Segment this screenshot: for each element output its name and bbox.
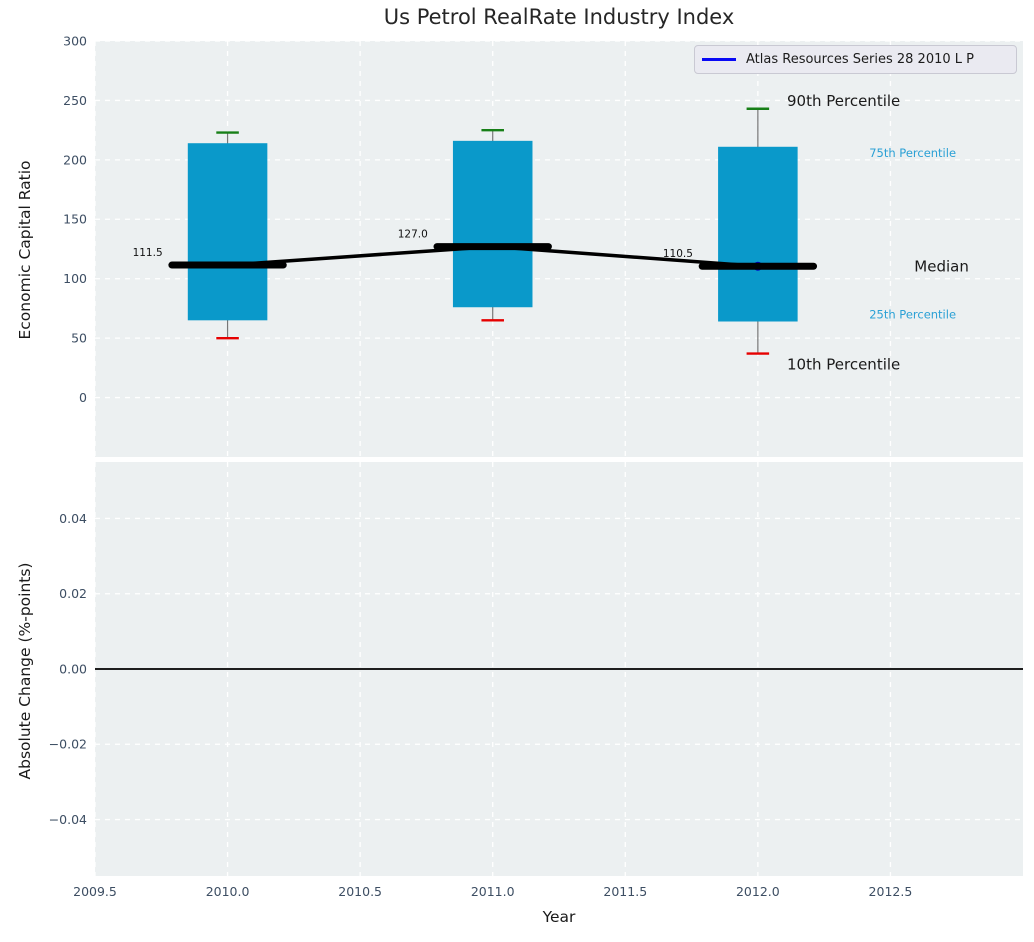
y-tick-label: 0.02 bbox=[59, 586, 87, 601]
y-tick-label: 0.04 bbox=[59, 511, 87, 526]
y-tick-label: 100 bbox=[63, 271, 87, 286]
bottom-plot-area bbox=[95, 462, 1023, 876]
y-tick-label: 300 bbox=[63, 33, 87, 48]
bottom-y-axis-label: Absolute Change (%-points) bbox=[16, 562, 34, 780]
y-tick-label: −0.02 bbox=[49, 737, 87, 752]
x-tick-label: 2010.0 bbox=[206, 884, 250, 899]
top-y-axis-label: Economic Capital Ratio bbox=[16, 160, 34, 340]
legend-label: Atlas Resources Series 28 2010 L P bbox=[746, 52, 974, 67]
y-tick-label: 150 bbox=[63, 212, 87, 227]
y-tick-label: 200 bbox=[63, 152, 87, 167]
y-tick-label: 50 bbox=[71, 331, 87, 346]
y-tick-label: 250 bbox=[63, 93, 87, 108]
y-tick-label: 0 bbox=[79, 390, 87, 405]
y-tick-label: 0.00 bbox=[59, 661, 87, 676]
x-tick-label: 2009.5 bbox=[73, 884, 117, 899]
chart-title: Us Petrol RealRate Industry Index bbox=[383, 5, 735, 29]
top-plot-area bbox=[95, 41, 1023, 457]
x-tick-label: 2010.5 bbox=[338, 884, 382, 899]
legend-line-sample bbox=[702, 58, 736, 61]
x-tick-label: 2011.5 bbox=[603, 884, 647, 899]
x-axis-label: Year bbox=[542, 908, 576, 926]
legend: Atlas Resources Series 28 2010 L P bbox=[694, 45, 1017, 74]
x-tick-label: 2011.0 bbox=[471, 884, 515, 899]
x-tick-label: 2012.5 bbox=[869, 884, 913, 899]
x-tick-label: 2012.0 bbox=[736, 884, 780, 899]
y-tick-label: −0.04 bbox=[49, 812, 87, 827]
